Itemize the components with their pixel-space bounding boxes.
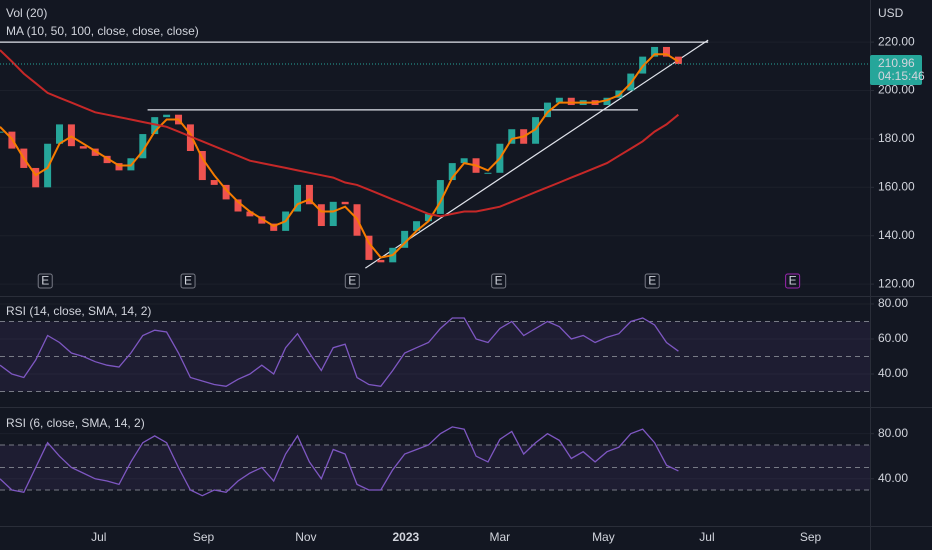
candle xyxy=(32,167,40,188)
x-tick-label: May xyxy=(592,530,615,544)
last-price-box xyxy=(870,54,922,85)
currency: USD xyxy=(878,6,904,20)
candle xyxy=(448,163,456,181)
panel-title: RSI (14, close, SMA, 14, 2) xyxy=(6,304,151,318)
rsi-line xyxy=(0,426,679,497)
candle xyxy=(651,46,659,57)
y-tick-label: 80.00 xyxy=(878,296,908,310)
moving-average xyxy=(0,49,680,218)
y-tick-label: 80.00 xyxy=(878,426,908,440)
candle xyxy=(56,124,64,144)
candle xyxy=(0,131,4,133)
y-tick-label: 40.00 xyxy=(878,471,908,485)
candle xyxy=(543,102,551,118)
candle xyxy=(79,146,87,149)
x-tick-label: Jul xyxy=(699,530,714,544)
earnings-marker xyxy=(491,273,507,289)
candle xyxy=(91,148,99,156)
candle xyxy=(163,114,171,118)
last-price-label: 210.96 xyxy=(878,56,915,70)
candle xyxy=(305,184,313,205)
candle xyxy=(532,117,540,144)
candle xyxy=(603,97,611,106)
y-tick-label: 60.00 xyxy=(878,331,908,345)
earnings-marker xyxy=(344,273,360,289)
earnings-marker xyxy=(644,273,660,289)
y-tick-label: 140.00 xyxy=(878,228,915,242)
earnings-marker xyxy=(37,273,53,289)
candle xyxy=(555,97,563,103)
panel-title: RSI (6, close, SMA, 14, 2) xyxy=(6,416,145,430)
candle xyxy=(67,124,75,147)
candle xyxy=(222,184,230,200)
y-tick-label: 180.00 xyxy=(878,131,915,145)
candle xyxy=(317,204,325,227)
candle xyxy=(329,201,337,227)
candle xyxy=(210,180,218,185)
earnings-label: E xyxy=(495,274,503,288)
legend-vol: Vol (20) xyxy=(6,6,47,20)
candle xyxy=(198,151,206,181)
legend-ma: MA (10, 50, 100, close, close, close) xyxy=(6,24,199,38)
earnings-label: E xyxy=(789,274,797,288)
earnings-label: E xyxy=(41,274,49,288)
candle xyxy=(246,211,254,217)
y-tick-label: 200.00 xyxy=(878,83,915,97)
x-tick-label: Sep xyxy=(800,530,822,544)
y-tick-label: 160.00 xyxy=(878,179,915,193)
countdown: 04:15:46 xyxy=(878,69,925,83)
candle xyxy=(44,143,52,188)
earnings-marker xyxy=(785,273,801,289)
earnings-label: E xyxy=(648,274,656,288)
candle xyxy=(377,259,385,263)
candle xyxy=(294,184,302,212)
y-tick-label: 120.00 xyxy=(878,276,915,290)
moving-average xyxy=(0,53,679,259)
y-tick-label: 40.00 xyxy=(878,366,908,380)
y-tick-label: 220.00 xyxy=(878,34,915,48)
candle xyxy=(674,56,682,64)
candle xyxy=(567,97,575,106)
drawing-line xyxy=(365,39,709,269)
candle xyxy=(270,223,278,231)
candle xyxy=(662,46,670,57)
x-tick-label: Mar xyxy=(490,530,511,544)
candle xyxy=(436,180,444,214)
candle xyxy=(341,201,349,205)
earnings-label: E xyxy=(348,274,356,288)
candle xyxy=(139,134,147,159)
candle xyxy=(424,213,432,222)
candle xyxy=(484,172,492,174)
candle xyxy=(401,230,409,248)
earnings-marker xyxy=(180,273,196,289)
candle xyxy=(365,235,373,260)
x-tick-label: Nov xyxy=(295,530,316,544)
x-tick-label: 2023 xyxy=(392,530,419,544)
candle xyxy=(460,158,468,164)
candle xyxy=(234,199,242,212)
rsi-line xyxy=(0,317,679,388)
x-tick-label: Sep xyxy=(193,530,215,544)
candle xyxy=(508,129,516,144)
candle xyxy=(103,155,111,164)
candle xyxy=(413,221,421,231)
candle xyxy=(115,163,123,171)
candle xyxy=(151,117,159,135)
x-tick-label: Jul xyxy=(91,530,106,544)
candle xyxy=(186,124,194,152)
earnings-label: E xyxy=(184,274,192,288)
